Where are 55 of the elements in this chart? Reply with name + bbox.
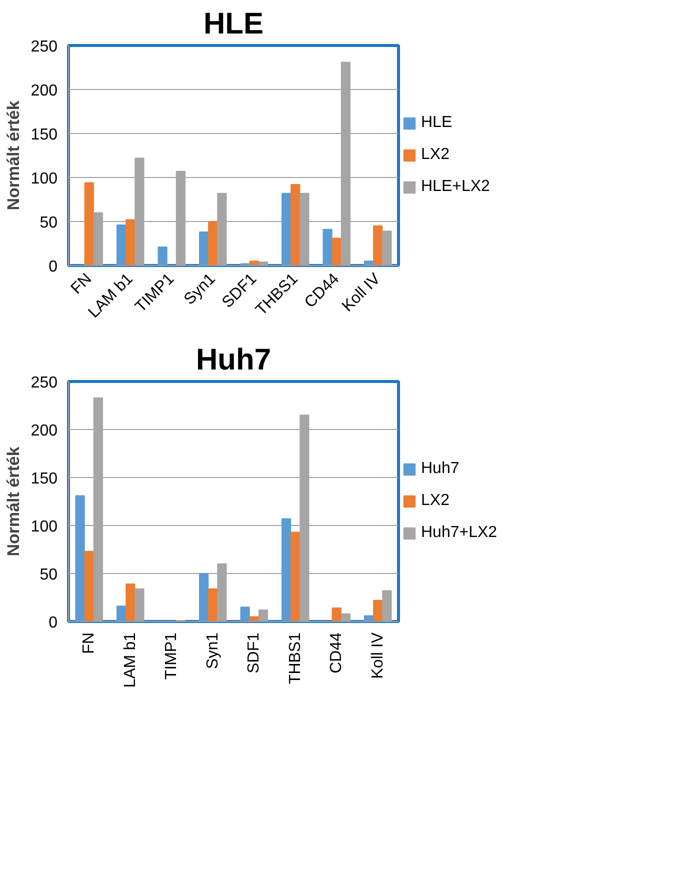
bar xyxy=(198,232,209,266)
bar xyxy=(198,573,209,622)
bar xyxy=(116,224,126,266)
x-tick-label: SDF1 xyxy=(246,632,263,674)
bar xyxy=(126,219,136,266)
bar xyxy=(75,495,85,622)
y-tick-label: 200 xyxy=(30,82,58,100)
bar xyxy=(322,228,332,266)
legend-label: HLE+LX2 xyxy=(421,178,490,196)
y-axis-title: Normált érték xyxy=(4,100,23,210)
y-tick-label: 100 xyxy=(30,170,58,188)
bar xyxy=(116,606,126,622)
y-tick-label: 250 xyxy=(30,38,58,56)
bar xyxy=(332,238,342,266)
x-tick-label: LAM b1 xyxy=(122,632,139,688)
y-tick-label: 200 xyxy=(30,422,58,440)
bar xyxy=(84,182,94,266)
y-tick-label: 150 xyxy=(30,126,58,144)
legend-label: LX2 xyxy=(421,146,450,164)
bar xyxy=(364,615,374,622)
bar xyxy=(208,221,218,266)
bar xyxy=(332,608,342,622)
y-tick-label: 50 xyxy=(40,566,58,584)
y-axis-title: Normált érték xyxy=(4,446,23,556)
x-tick-label: CD44 xyxy=(328,632,346,674)
bar xyxy=(240,606,250,622)
y-tick-label: 100 xyxy=(30,518,58,536)
bar xyxy=(249,616,259,622)
x-tick-label: FN xyxy=(80,632,98,654)
chart-title: Huh7 xyxy=(196,344,271,376)
legend-label: Huh7 xyxy=(421,460,460,478)
bar xyxy=(208,588,218,622)
bar xyxy=(281,518,292,622)
x-tick-label: Syn1 xyxy=(204,632,222,669)
bar xyxy=(290,184,300,266)
x-tick-label: Koll IV xyxy=(369,632,386,679)
legend-label: Huh7+LX2 xyxy=(421,524,498,542)
bar xyxy=(373,600,383,622)
y-tick-label: 0 xyxy=(48,614,58,632)
x-tick-label: Koll IV xyxy=(339,270,384,316)
bar xyxy=(84,550,94,622)
bar xyxy=(281,192,292,266)
chart-title: HLE xyxy=(204,8,264,40)
y-tick-label: 50 xyxy=(40,214,58,232)
y-tick-label: 150 xyxy=(30,470,58,488)
bar xyxy=(126,584,136,622)
legend-label: LX2 xyxy=(421,492,450,510)
legend-label: HLE xyxy=(421,114,452,132)
bar xyxy=(373,225,383,266)
bar xyxy=(158,246,168,266)
x-tick-label: THBS1 xyxy=(286,632,304,684)
bar xyxy=(290,532,300,622)
x-tick-label: TIMP1 xyxy=(163,632,180,680)
y-tick-label: 0 xyxy=(48,258,58,276)
y-tick-label: 250 xyxy=(30,374,58,392)
